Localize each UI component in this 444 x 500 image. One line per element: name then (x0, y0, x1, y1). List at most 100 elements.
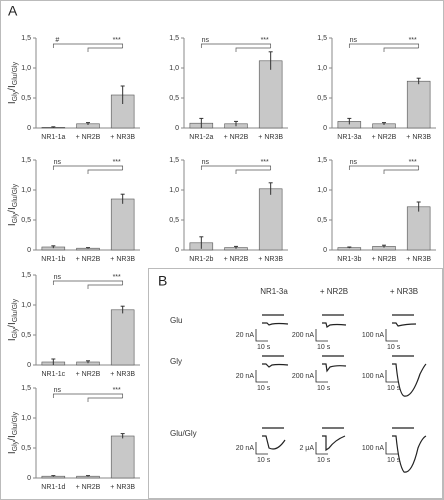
significance-label: ns (350, 37, 358, 44)
y-axis-label-part: /I (7, 85, 18, 91)
x-tick-label: + NR3B (110, 134, 135, 141)
significance-label: ns (350, 159, 358, 166)
trace (322, 314, 347, 328)
y-tick-label: 1,0 (169, 187, 179, 194)
y-axis-label-part: Glu/Gly (12, 298, 19, 322)
y-axis-label-part: I (7, 101, 18, 104)
x-tick-label: NR1-1c (41, 371, 65, 378)
y-tick-label: 1,0 (317, 65, 327, 72)
y-axis-label-part: I (7, 338, 18, 341)
scale-label: 10 s (257, 385, 271, 392)
y-tick-label: 1,5 (21, 385, 31, 392)
significance-label: *** (113, 274, 121, 281)
bar (406, 80, 431, 129)
y-tick-label: 0 (323, 125, 327, 132)
scale-label: 10 s (317, 457, 331, 464)
y-tick-label: 0 (175, 125, 179, 132)
significance-label: *** (113, 387, 121, 394)
scale-label: 10 s (387, 344, 401, 351)
x-tick-label: NR1-2b (189, 256, 213, 263)
y-tick-label: 0,5 (317, 217, 327, 224)
row-label: Glu/Gly (170, 429, 197, 438)
y-axis-label: IGly/IGlu/Gly (7, 183, 19, 226)
y-tick-label: 0 (175, 247, 179, 254)
scale-label: 100 nA (362, 445, 385, 452)
trace (322, 427, 346, 452)
scale-label: 10 s (387, 457, 401, 464)
column-header: + NR3B (390, 287, 418, 296)
column-header: NR1-3a (260, 287, 288, 296)
y-axis-label-part: I (7, 451, 18, 454)
scale-label: 10 s (257, 457, 271, 464)
significance-bracket (87, 169, 123, 174)
bar (258, 188, 283, 251)
bar (110, 309, 135, 366)
scale-label: 100 nA (362, 373, 385, 380)
trace (322, 355, 347, 373)
trace (392, 314, 417, 327)
y-tick-label: 0,5 (169, 217, 179, 224)
significance-bracket (235, 47, 271, 52)
x-tick-label: + NR3B (406, 256, 431, 263)
y-tick-label: 1,0 (21, 302, 31, 309)
y-axis-label: IGly/IGlu/Gly (7, 61, 19, 104)
scale-label: 2 μA (299, 445, 314, 452)
scale-bar (255, 442, 268, 455)
y-axis-label-part: I (7, 223, 18, 226)
y-tick-label: 1,5 (21, 35, 31, 42)
panel-label: A (8, 3, 18, 19)
y-axis-label-part: Glu/Gly (12, 183, 19, 207)
y-tick-label: 1,5 (21, 157, 31, 164)
significance-label: *** (409, 37, 417, 44)
x-tick-label: + NR2B (372, 256, 397, 263)
trace (262, 314, 289, 326)
significance-label: *** (261, 159, 269, 166)
x-tick-label: + NR2B (76, 484, 101, 491)
x-tick-label: NR1-2a (189, 134, 213, 141)
x-tick-label: + NR2B (76, 256, 101, 263)
x-tick-label: + NR3B (110, 371, 135, 378)
x-tick-label: NR1-1a (41, 134, 65, 141)
y-axis-label-part: /I (7, 322, 18, 328)
x-tick-label: + NR3B (110, 484, 135, 491)
y-tick-label: 0 (27, 125, 31, 132)
x-tick-label: NR1-3b (337, 256, 361, 263)
significance-bracket (87, 397, 123, 402)
y-axis-label-part: /I (7, 207, 18, 213)
significance-bracket (52, 43, 124, 48)
scale-bar (315, 442, 328, 455)
significance-bracket (52, 393, 124, 398)
x-tick-label: NR1-1b (41, 256, 65, 263)
scale-bar (315, 370, 328, 383)
significance-bracket (383, 169, 419, 174)
scale-label: 10 s (317, 344, 331, 351)
y-axis-label-part: /I (7, 435, 18, 441)
x-tick-label: + NR2B (224, 134, 249, 141)
scale-label: 200 nA (292, 373, 315, 380)
y-tick-label: 0 (27, 247, 31, 254)
significance-bracket (87, 284, 123, 289)
y-tick-label: 1,0 (21, 415, 31, 422)
significance-label: # (55, 37, 59, 44)
y-tick-label: 0 (27, 362, 31, 369)
significance-bracket (235, 169, 271, 174)
significance-bracket (87, 47, 123, 52)
y-tick-label: 1,5 (317, 35, 327, 42)
y-tick-label: 0,5 (21, 95, 31, 102)
y-tick-label: 1,0 (169, 65, 179, 72)
y-tick-label: 0,5 (21, 217, 31, 224)
significance-bracket (348, 43, 420, 48)
traces (262, 314, 427, 473)
y-tick-label: 0,5 (169, 95, 179, 102)
scale-bar (255, 370, 268, 383)
scale-bar (315, 329, 328, 342)
row-label: Glu (170, 316, 182, 325)
scale-label: 20 nA (236, 332, 255, 339)
panel-label: B (158, 273, 167, 289)
y-tick-label: 1,0 (21, 65, 31, 72)
bar (258, 60, 283, 129)
x-tick-label: + NR2B (76, 371, 101, 378)
y-tick-label: 1,5 (169, 157, 179, 164)
row-label: Gly (170, 357, 182, 366)
bar (110, 435, 135, 479)
